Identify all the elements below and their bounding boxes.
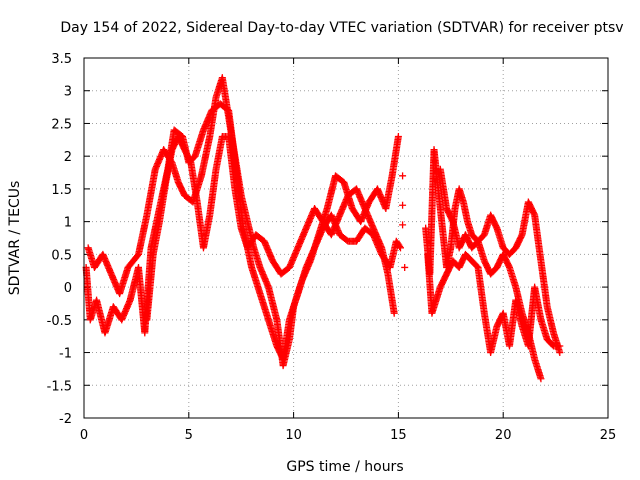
y-tick-label: 0.5 [51,248,72,263]
x-tick-label: 15 [390,428,407,443]
y-axis-label: SDTVAR / TECUs [7,181,23,296]
y-tick-label: 1.5 [51,183,72,198]
data-point [556,349,564,357]
data-point [396,244,404,252]
y-tick-label: 0 [64,281,72,296]
data-point [401,263,409,271]
data-point [396,243,404,251]
x-tick-label: 0 [80,428,88,443]
y-tick-label: 2 [64,150,72,165]
plot-frame [83,57,609,419]
y-tick-label: 3 [64,85,72,100]
y-tick-label: 2.5 [51,117,72,132]
data-point [399,201,407,209]
y-tick-label: 3.5 [51,52,72,67]
data-point [399,221,407,229]
x-tick-label: 10 [285,428,302,443]
data-point [399,172,407,180]
data-point [537,375,545,383]
x-tick-label: 20 [495,428,512,443]
y-tick-label: 1 [64,216,72,231]
x-axis-label: GPS time / hours [286,459,403,475]
data-point [390,309,398,317]
y-tick-label: -2 [59,412,72,427]
data-point [556,342,564,350]
axis-ticks: -2 -1.5 -1 -0.5 0 0.5 1 1.5 2 2.5 3 3.5 0 5 10 15 20 25 [47,52,617,443]
y-tick-label: -0.5 [47,314,72,329]
data-point [394,133,402,141]
x-tick-label: 25 [600,428,617,443]
x-tick-label: 5 [185,428,193,443]
chart-title: Day 154 of 2022, Sidereal Day-to-day VTE… [60,20,623,36]
data-points [82,74,564,383]
y-tick-label: -1 [59,347,72,362]
y-tick-label: -1.5 [47,379,72,394]
